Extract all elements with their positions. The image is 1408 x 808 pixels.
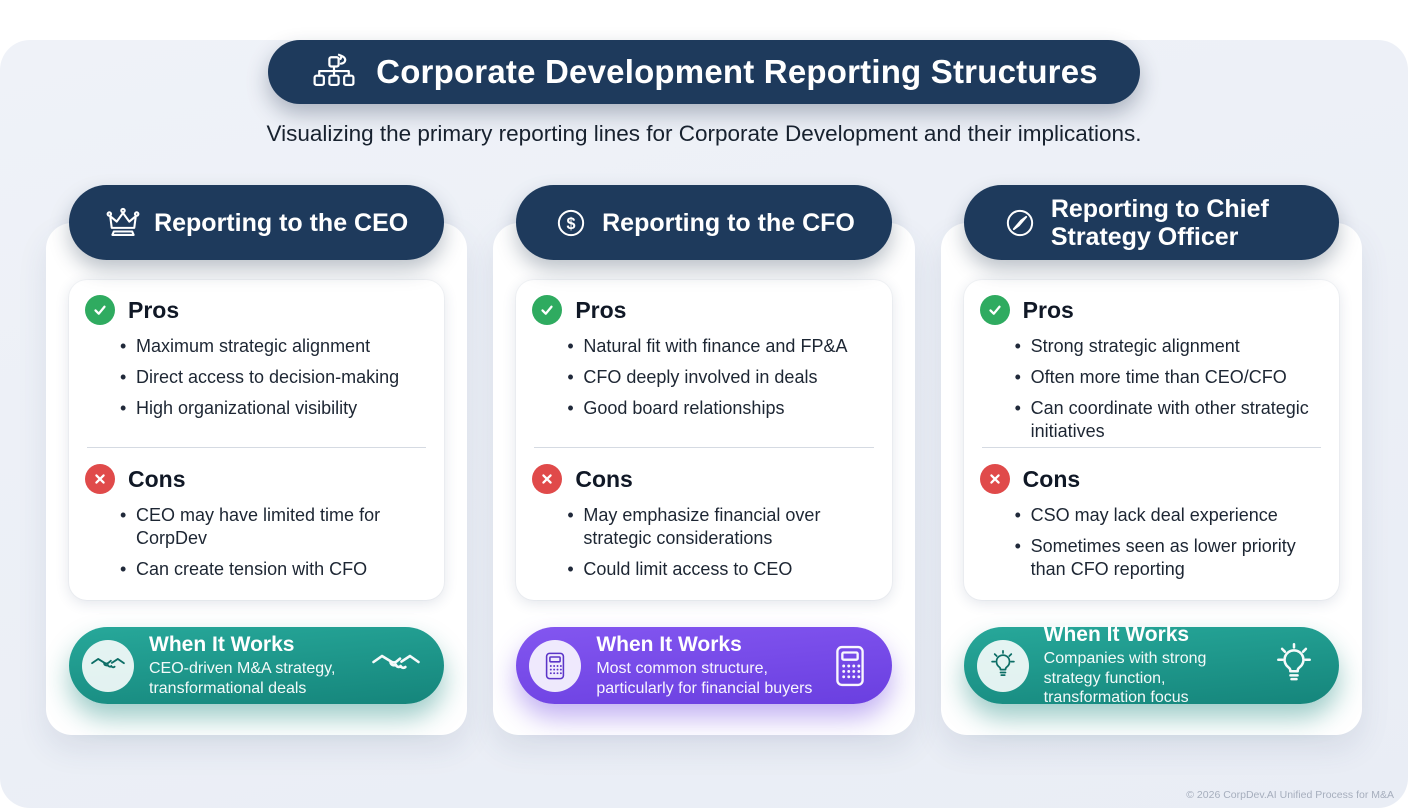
cons-title: Cons [1022, 465, 1081, 492]
pros-item: Good board relationships [566, 397, 875, 420]
page-subtitle: Visualizing the primary reporting lines … [266, 121, 1142, 146]
pros-list: Natural fit with finance and FP&A CFO de… [566, 335, 875, 420]
org-chart-icon [310, 53, 358, 91]
when-it-works-text: CEO-driven M&A strategy, transformationa… [149, 659, 336, 697]
check-icon [532, 295, 563, 325]
pros-item: Direct access to decision-making [119, 366, 428, 389]
cons-title: Cons [128, 465, 186, 492]
cons-item: Could limit access to CEO [566, 558, 875, 581]
handshake-icon [372, 649, 421, 683]
calculator-icon [529, 639, 582, 692]
pros-cons-card: Pros Natural fit with finance and FP&A C… [516, 280, 892, 600]
column-title: Reporting to the CEO [154, 208, 409, 237]
column-card: Pros Strong strategic alignment Often mo… [940, 223, 1362, 735]
cons-item: May emphasize financial over strategic c… [566, 504, 875, 550]
when-it-works-title: When It Works [1043, 623, 1190, 647]
cons-list: CEO may have limited time for CorpDev Ca… [119, 504, 428, 581]
pros-title: Pros [1022, 296, 1074, 323]
pros-list: Strong strategic alignment Often more ti… [1014, 335, 1323, 443]
crown-icon [105, 206, 141, 239]
when-it-works-text: Most common structure, particularly for … [596, 659, 813, 697]
cons-section: Cons May emphasize financial over strate… [532, 464, 875, 581]
when-it-works-text: Companies with strong strategy function,… [1043, 650, 1207, 707]
cons-section: Cons CSO may lack deal experience Someti… [979, 464, 1323, 581]
column-title: Reporting to the CFO [602, 208, 855, 237]
column-cfo: $ Reporting to the CFO Pros Natural fit … [493, 185, 915, 735]
check-icon [979, 295, 1010, 325]
svg-text:$: $ [567, 214, 576, 232]
pros-item: Often more time than CEO/CFO [1014, 366, 1323, 389]
column-header-cso: Reporting to Chief Strategy Officer [963, 185, 1339, 260]
column-title: Reporting to Chief Strategy Officer [1050, 194, 1269, 251]
columns-row: Reporting to the CEO Pros Maximum strate… [0, 185, 1408, 735]
when-it-works-texts: When It Works CEO-driven M&A strategy, t… [149, 633, 357, 698]
cons-list: May emphasize financial over strategic c… [566, 504, 875, 581]
when-it-works-title: When It Works [596, 632, 742, 656]
pros-section: Pros Maximum strategic alignment Direct … [85, 295, 428, 445]
column-card: Pros Natural fit with finance and FP&A C… [493, 223, 915, 735]
cons-item: Can create tension with CFO [119, 558, 428, 581]
pros-title: Pros [128, 296, 180, 323]
when-it-works-texts: When It Works Most common structure, par… [596, 633, 816, 698]
dollar-circle-icon: $ [553, 205, 589, 241]
x-icon [979, 464, 1010, 494]
pros-list: Maximum strategic alignment Direct acces… [119, 335, 428, 420]
column-card: Pros Maximum strategic alignment Direct … [46, 223, 468, 735]
cons-item: CSO may lack deal experience [1014, 504, 1323, 527]
divider [534, 447, 874, 448]
compass-icon [1002, 205, 1038, 241]
cons-title: Cons [575, 465, 633, 492]
lightbulb-icon [976, 639, 1029, 692]
when-it-works-title: When It Works [149, 632, 295, 656]
when-it-works-banner: When It Works CEO-driven M&A strategy, t… [69, 627, 445, 704]
when-it-works-banner: When It Works Companies with strong stra… [963, 623, 1339, 706]
pros-section: Pros Strong strategic alignment Often mo… [979, 295, 1323, 445]
pros-item: Maximum strategic alignment [119, 335, 428, 358]
pros-item: Natural fit with finance and FP&A [566, 335, 875, 358]
divider [981, 447, 1321, 448]
x-icon [532, 464, 563, 494]
copyright-text: © 2026 CorpDev.AI Unified Process for M&… [1186, 789, 1394, 801]
column-cso: Reporting to Chief Strategy Officer Pros… [940, 185, 1362, 735]
cons-item: Sometimes seen as lower priority than CF… [1014, 535, 1323, 581]
pros-item: Strong strategic alignment [1014, 335, 1323, 358]
column-header-ceo: Reporting to the CEO [69, 185, 445, 260]
column-ceo: Reporting to the CEO Pros Maximum strate… [46, 185, 468, 735]
check-icon [85, 295, 115, 325]
calculator-icon [832, 644, 868, 688]
pros-cons-card: Pros Strong strategic alignment Often mo… [963, 280, 1339, 600]
pros-title: Pros [575, 296, 627, 323]
divider [87, 447, 427, 448]
column-header-cfo: $ Reporting to the CFO [516, 185, 892, 260]
x-icon [85, 464, 115, 494]
handshake-icon [82, 639, 134, 692]
cons-item: CEO may have limited time for CorpDev [119, 504, 428, 550]
cons-section: Cons CEO may have limited time for CorpD… [85, 464, 428, 581]
pros-item: Can coordinate with other strategic init… [1014, 397, 1323, 443]
when-it-works-texts: When It Works Companies with strong stra… [1044, 623, 1258, 708]
page-title-banner: Corporate Development Reporting Structur… [268, 40, 1140, 104]
pros-section: Pros Natural fit with finance and FP&A C… [532, 295, 875, 445]
cons-list: CSO may lack deal experience Sometimes s… [1014, 504, 1323, 581]
pros-cons-card: Pros Maximum strategic alignment Direct … [69, 280, 445, 600]
pros-item: High organizational visibility [119, 397, 428, 420]
pros-item: CFO deeply involved in deals [566, 366, 875, 389]
lightbulb-icon [1273, 642, 1315, 689]
when-it-works-banner: When It Works Most common structure, par… [516, 627, 892, 704]
page-title: Corporate Development Reporting Structur… [376, 53, 1098, 90]
